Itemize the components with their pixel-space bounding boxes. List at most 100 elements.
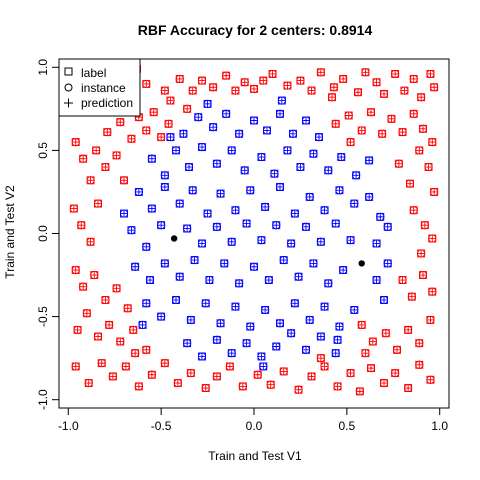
- data-point: [127, 134, 136, 143]
- data-point: [216, 189, 225, 198]
- point-prediction-plus: [209, 83, 218, 92]
- data-point: [394, 159, 403, 168]
- point-prediction-plus: [250, 262, 258, 271]
- point-prediction-plus: [335, 322, 344, 331]
- data-point: [71, 138, 80, 147]
- point-prediction-plus: [307, 86, 316, 95]
- data-point: [105, 320, 114, 329]
- data-point: [203, 99, 212, 108]
- data-point: [257, 153, 266, 162]
- point-prediction-plus: [166, 96, 175, 105]
- point-prediction-plus: [101, 163, 110, 172]
- point-prediction-plus: [331, 349, 340, 358]
- data-point: [119, 176, 129, 185]
- point-prediction-plus: [183, 224, 192, 233]
- point-prediction-plus: [316, 237, 325, 246]
- point-prediction-plus: [175, 272, 184, 281]
- point-prediction-plus: [157, 133, 166, 142]
- data-point: [225, 362, 234, 371]
- data-point: [134, 187, 143, 197]
- data-point: [379, 295, 389, 305]
- point-prediction-plus: [409, 206, 418, 215]
- point-prediction-plus: [424, 163, 433, 172]
- data-point: [101, 162, 110, 172]
- data-point: [212, 372, 221, 381]
- data-point: [379, 379, 389, 388]
- data-point: [129, 325, 138, 334]
- data-point: [407, 292, 416, 301]
- point-prediction-plus: [131, 262, 140, 271]
- legend-prediction-label: prediction: [81, 96, 133, 110]
- data-point: [197, 239, 207, 248]
- data-point: [376, 212, 385, 221]
- data-point: [372, 239, 381, 248]
- point-prediction-plus: [127, 226, 136, 235]
- data-point: [333, 335, 342, 344]
- data-point: [290, 209, 299, 218]
- point-prediction-plus: [212, 222, 221, 231]
- point-prediction-plus: [277, 96, 286, 105]
- data-point: [142, 242, 151, 251]
- point-prediction-plus: [92, 146, 101, 155]
- data-point: [116, 118, 125, 127]
- point-prediction-plus: [409, 109, 418, 118]
- data-point: [350, 305, 359, 314]
- data-point: [420, 221, 429, 230]
- data-point: [235, 279, 244, 288]
- data-point: [197, 76, 207, 85]
- data-point: [418, 270, 428, 280]
- data-point: [186, 315, 195, 324]
- data-point: [307, 86, 316, 95]
- point-prediction-plus: [160, 259, 169, 268]
- data-point: [179, 129, 188, 138]
- data-point: [424, 162, 433, 172]
- point-prediction-plus: [365, 156, 374, 165]
- point-prediction-plus: [289, 129, 297, 138]
- point-prediction-plus: [116, 118, 125, 127]
- data-point: [426, 69, 435, 79]
- point-prediction-plus: [160, 86, 169, 95]
- point-prediction-plus: [302, 222, 310, 231]
- data-point: [186, 369, 195, 378]
- point-prediction-plus: [331, 219, 340, 228]
- data-point: [160, 259, 169, 268]
- point-prediction-plus: [198, 143, 206, 152]
- data-point: [147, 370, 156, 379]
- data-point: [398, 275, 407, 285]
- data-point: [344, 111, 353, 120]
- data-point: [209, 123, 218, 132]
- point-prediction-plus: [372, 239, 381, 248]
- point-prediction-plus: [203, 209, 212, 218]
- data-point: [268, 69, 277, 79]
- point-prediction-plus: [372, 78, 381, 87]
- point-prediction-plus: [97, 359, 106, 368]
- point-prediction-plus: [346, 236, 355, 245]
- data-point: [272, 342, 281, 351]
- data-point: [183, 339, 192, 348]
- point-prediction-plus: [116, 337, 125, 346]
- point-prediction-plus: [160, 171, 169, 180]
- point-prediction-plus: [346, 138, 355, 147]
- point-prediction-plus: [216, 189, 225, 198]
- point-prediction-plus: [147, 204, 156, 213]
- point-prediction-plus: [212, 335, 221, 344]
- data-point: [175, 199, 184, 208]
- point-prediction-plus: [380, 89, 388, 98]
- data-point: [309, 149, 318, 158]
- data-point: [93, 332, 103, 341]
- data-point: [272, 221, 281, 230]
- point-prediction-plus: [82, 309, 91, 318]
- data-point: [361, 349, 370, 358]
- data-point: [259, 362, 268, 371]
- data-point: [339, 266, 348, 275]
- data-point: [142, 79, 151, 88]
- legend-label-label: label: [81, 66, 106, 80]
- point-prediction-plus: [324, 279, 333, 288]
- point-prediction-plus: [337, 153, 346, 162]
- point-prediction-plus: [240, 78, 249, 87]
- point-prediction-plus: [328, 93, 336, 102]
- data-point: [227, 237, 236, 246]
- point-prediction-plus: [404, 325, 413, 334]
- data-point: [71, 362, 80, 371]
